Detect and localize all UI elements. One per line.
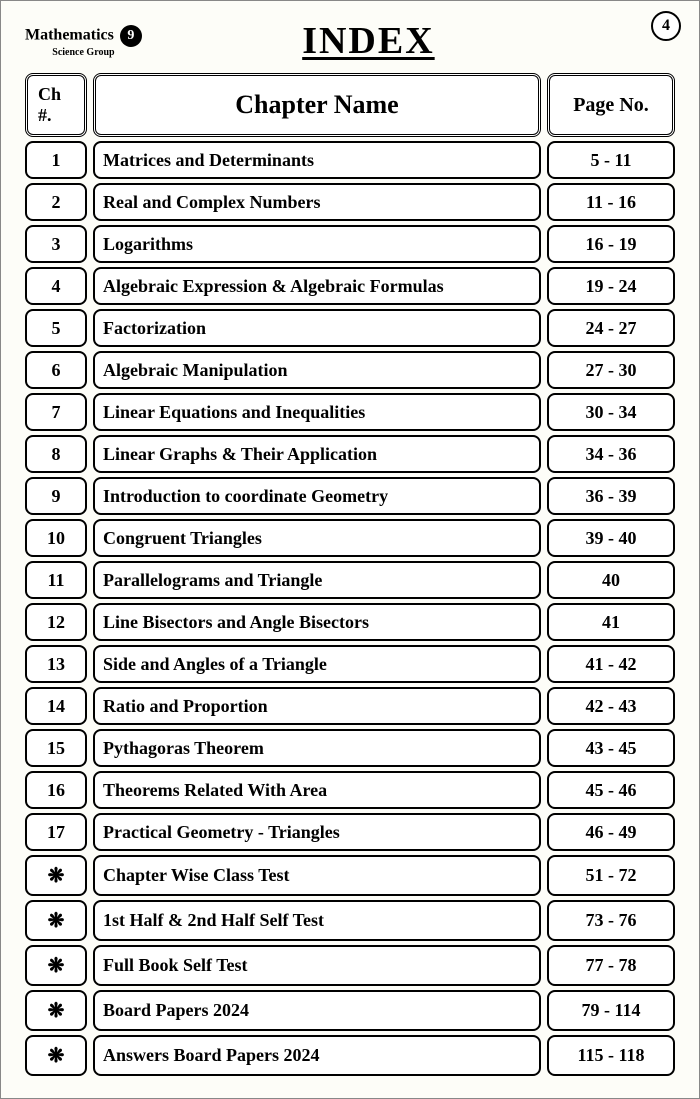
cell-ch: 1 — [25, 141, 87, 179]
table-row: 3Logarithms16 - 19 — [25, 225, 675, 263]
cell-ch: 2 — [25, 183, 87, 221]
index-table: Ch #. Chapter Name Page No. 1Matrices an… — [25, 73, 675, 1076]
cell-page: 36 - 39 — [547, 477, 675, 515]
index-page: 4 Mathematics 9 Science Group INDEX Ch #… — [0, 0, 700, 1099]
header-page: Page No. — [547, 73, 675, 137]
cell-name: Pythagoras Theorem — [93, 729, 541, 767]
table-row: 17Practical Geometry - Triangles46 - 49 — [25, 813, 675, 851]
cell-page: 115 - 118 — [547, 1035, 675, 1076]
cell-name: Matrices and Determinants — [93, 141, 541, 179]
table-header-row: Ch #. Chapter Name Page No. — [25, 73, 675, 137]
cell-ch: ❋ — [25, 855, 87, 896]
table-row: 15Pythagoras Theorem43 - 45 — [25, 729, 675, 767]
cell-ch: 10 — [25, 519, 87, 557]
cell-ch: 17 — [25, 813, 87, 851]
table-row: 6Algebraic Manipulation27 - 30 — [25, 351, 675, 389]
table-row: 13Side and Angles of a Triangle41 - 42 — [25, 645, 675, 683]
cell-page: 19 - 24 — [547, 267, 675, 305]
table-row: 9Introduction to coordinate Geometry36 -… — [25, 477, 675, 515]
table-row: 14Ratio and Proportion42 - 43 — [25, 687, 675, 725]
cell-ch: 16 — [25, 771, 87, 809]
cell-ch: 15 — [25, 729, 87, 767]
table-row: 12Line Bisectors and Angle Bisectors41 — [25, 603, 675, 641]
cell-ch: 9 — [25, 477, 87, 515]
cell-name: Answers Board Papers 2024 — [93, 1035, 541, 1076]
table-row: 2Real and Complex Numbers11 - 16 — [25, 183, 675, 221]
table-row: ❋1st Half & 2nd Half Self Test73 - 76 — [25, 900, 675, 941]
cell-name: Real and Complex Numbers — [93, 183, 541, 221]
cell-name: Chapter Wise Class Test — [93, 855, 541, 896]
cell-ch: 8 — [25, 435, 87, 473]
cell-page: 39 - 40 — [547, 519, 675, 557]
cell-name: Practical Geometry - Triangles — [93, 813, 541, 851]
cell-name: Logarithms — [93, 225, 541, 263]
cell-name: Algebraic Expression & Algebraic Formula… — [93, 267, 541, 305]
cell-ch: ❋ — [25, 900, 87, 941]
cell-page: 11 - 16 — [547, 183, 675, 221]
cell-page: 41 - 42 — [547, 645, 675, 683]
table-row: 4Algebraic Expression & Algebraic Formul… — [25, 267, 675, 305]
cell-page: 30 - 34 — [547, 393, 675, 431]
cell-name: Full Book Self Test — [93, 945, 541, 986]
cell-page: 73 - 76 — [547, 900, 675, 941]
cell-page: 41 — [547, 603, 675, 641]
cell-page: 27 - 30 — [547, 351, 675, 389]
cell-page: 79 - 114 — [547, 990, 675, 1031]
table-row: 8Linear Graphs & Their Application34 - 3… — [25, 435, 675, 473]
cell-ch: ❋ — [25, 1035, 87, 1076]
cell-ch: ❋ — [25, 990, 87, 1031]
cell-page: 24 - 27 — [547, 309, 675, 347]
main-title: INDEX — [62, 19, 675, 63]
cell-name: Ratio and Proportion — [93, 687, 541, 725]
cell-name: 1st Half & 2nd Half Self Test — [93, 900, 541, 941]
cell-name: Linear Equations and Inequalities — [93, 393, 541, 431]
cell-ch: 5 — [25, 309, 87, 347]
table-row: 10Congruent Triangles39 - 40 — [25, 519, 675, 557]
cell-ch: 12 — [25, 603, 87, 641]
table-row: ❋Answers Board Papers 2024115 - 118 — [25, 1035, 675, 1076]
cell-page: 43 - 45 — [547, 729, 675, 767]
cell-page: 42 - 43 — [547, 687, 675, 725]
cell-page: 40 — [547, 561, 675, 599]
table-row: ❋Full Book Self Test77 - 78 — [25, 945, 675, 986]
table-row: 16Theorems Related With Area45 - 46 — [25, 771, 675, 809]
header-name: Chapter Name — [93, 73, 541, 137]
header-ch: Ch #. — [25, 73, 87, 137]
cell-name: Algebraic Manipulation — [93, 351, 541, 389]
table-row: ❋Chapter Wise Class Test51 - 72 — [25, 855, 675, 896]
cell-page: 77 - 78 — [547, 945, 675, 986]
cell-ch: 7 — [25, 393, 87, 431]
table-row: 5Factorization24 - 27 — [25, 309, 675, 347]
cell-name: Side and Angles of a Triangle — [93, 645, 541, 683]
cell-page: 51 - 72 — [547, 855, 675, 896]
table-row: 11Parallelograms and Triangle40 — [25, 561, 675, 599]
cell-name: Board Papers 2024 — [93, 990, 541, 1031]
cell-name: Parallelograms and Triangle — [93, 561, 541, 599]
cell-ch: ❋ — [25, 945, 87, 986]
rows-container: 1Matrices and Determinants5 - 11 2Real an… — [25, 141, 675, 1076]
cell-ch: 6 — [25, 351, 87, 389]
cell-name: Introduction to coordinate Geometry — [93, 477, 541, 515]
cell-name: Congruent Triangles — [93, 519, 541, 557]
table-row: 7Linear Equations and Inequalities30 - 3… — [25, 393, 675, 431]
cell-ch: 3 — [25, 225, 87, 263]
page-number: 4 — [662, 17, 670, 35]
cell-ch: 13 — [25, 645, 87, 683]
page-number-badge: 4 — [651, 11, 681, 41]
cell-ch: 11 — [25, 561, 87, 599]
cell-page: 34 - 36 — [547, 435, 675, 473]
cell-page: 5 - 11 — [547, 141, 675, 179]
table-row: ❋Board Papers 202479 - 114 — [25, 990, 675, 1031]
cell-name: Line Bisectors and Angle Bisectors — [93, 603, 541, 641]
cell-name: Theorems Related With Area — [93, 771, 541, 809]
cell-page: 45 - 46 — [547, 771, 675, 809]
header-row: Mathematics 9 Science Group INDEX — [25, 19, 675, 63]
cell-name: Factorization — [93, 309, 541, 347]
cell-page: 16 - 19 — [547, 225, 675, 263]
table-row: 1Matrices and Determinants5 - 11 — [25, 141, 675, 179]
cell-ch: 14 — [25, 687, 87, 725]
cell-ch: 4 — [25, 267, 87, 305]
cell-name: Linear Graphs & Their Application — [93, 435, 541, 473]
cell-page: 46 - 49 — [547, 813, 675, 851]
